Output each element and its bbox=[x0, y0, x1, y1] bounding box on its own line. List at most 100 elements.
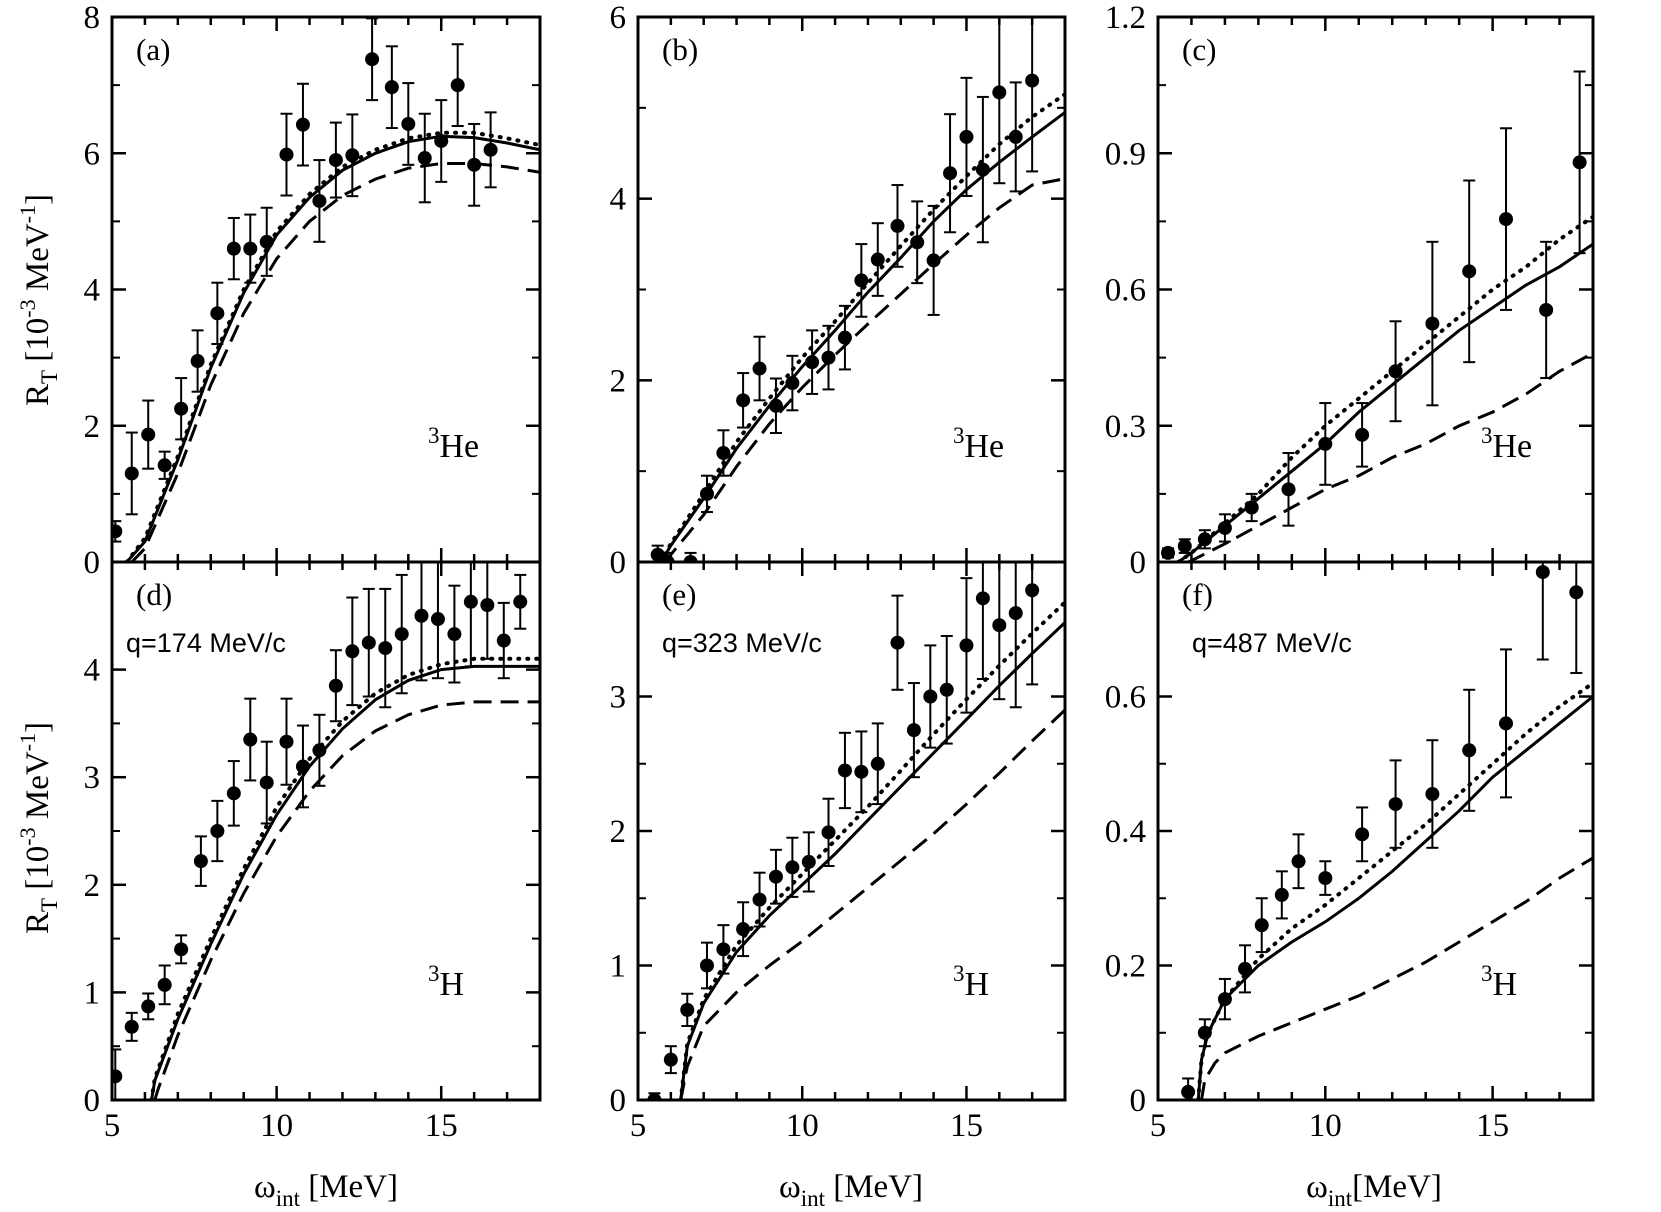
panel-b-data-point bbox=[1025, 73, 1040, 88]
panel-a-ytick-label: 2 bbox=[84, 409, 101, 445]
panel-e-data-point bbox=[890, 635, 905, 650]
panel-c-nucleus-symbol: He bbox=[1493, 428, 1533, 465]
panel-f-data-point bbox=[1535, 565, 1550, 580]
panel-a-data-point bbox=[259, 234, 274, 249]
panel-a-nucleus-symbol: He bbox=[440, 428, 480, 465]
ylabel-top-pre: [10 bbox=[20, 318, 56, 370]
panel-c-data-point bbox=[1539, 302, 1554, 317]
panel-e-data-point bbox=[975, 591, 990, 606]
panel-e-nucleus-label: 3H bbox=[953, 961, 989, 1003]
panel-e-data-point bbox=[663, 1052, 678, 1067]
panel-a-series-solid bbox=[125, 134, 540, 562]
panel-b-data-point bbox=[926, 253, 941, 268]
panel-b-data-point bbox=[890, 218, 905, 233]
panel-e-data-point bbox=[906, 723, 921, 738]
panel-b-ytick-label: 0 bbox=[610, 545, 627, 581]
panel-d-xtick-label: 10 bbox=[260, 1108, 293, 1144]
panel-d-ytick-label: 2 bbox=[84, 868, 101, 904]
panel-a-ytick-label: 6 bbox=[84, 136, 101, 172]
panel-b-data-point bbox=[910, 235, 925, 250]
panel-e-nucleus-symbol: H bbox=[965, 966, 990, 1003]
panel-d-ytick-label: 3 bbox=[84, 760, 101, 796]
panel-e-data-point bbox=[837, 763, 852, 778]
panel-f-data-point bbox=[1238, 961, 1252, 976]
panel-c-frame bbox=[1156, 15, 1595, 564]
panel-e-data-point bbox=[923, 689, 938, 704]
ylabel-bottom-exp: -3 bbox=[15, 827, 40, 845]
panel-e-q-label: q=323 MeV/c bbox=[662, 628, 822, 658]
panel-a-data-point bbox=[279, 147, 294, 162]
panel-a-series-dashed bbox=[130, 162, 540, 562]
panel-b-data-point bbox=[870, 252, 885, 267]
panel-a-data-point bbox=[141, 427, 156, 442]
panel-d-data-point bbox=[328, 678, 343, 693]
panel-d-data-point bbox=[124, 1019, 139, 1034]
panel-e-data-point bbox=[992, 618, 1007, 633]
xlabel-col3-sub: int bbox=[1328, 1186, 1353, 1211]
panel-f-nucleus-mass: 3 bbox=[1481, 961, 1493, 986]
panel-d-data-point bbox=[259, 775, 274, 790]
panel-b-series-solid bbox=[659, 111, 1065, 562]
xlabel-col3-unit: [MeV] bbox=[1352, 1169, 1442, 1205]
panel-a-data-point bbox=[226, 241, 241, 256]
panel-d-data-point bbox=[414, 608, 429, 623]
xlabel-col2: ωint [MeV] bbox=[779, 1169, 923, 1211]
panel-f-data-point bbox=[1569, 585, 1584, 600]
panel-c-nucleus-mass: 3 bbox=[1481, 423, 1493, 448]
panel-d-data-point bbox=[141, 999, 156, 1014]
panel-d-label: (d) bbox=[136, 577, 172, 612]
panel-a-data-point bbox=[157, 458, 172, 473]
panel-a-ytick-label: 4 bbox=[84, 273, 101, 309]
panel-a-ytick-label: 0 bbox=[84, 545, 101, 581]
panel-a-data-point bbox=[312, 193, 327, 208]
panel-d-data-point bbox=[243, 732, 258, 747]
panel-b-data-point bbox=[752, 361, 767, 376]
panel-d-data-point bbox=[112, 1069, 123, 1084]
panel-d-ytick-label: 4 bbox=[84, 653, 101, 689]
xlabel-col2-unit: [MeV] bbox=[825, 1169, 923, 1205]
panel-f-ytick-label: 0.4 bbox=[1105, 814, 1146, 850]
panel-a-data-point bbox=[365, 52, 380, 67]
panel-b-data-point bbox=[959, 129, 974, 144]
panel-f-series-dashed bbox=[1200, 856, 1593, 1100]
panel-e-data-point bbox=[699, 958, 714, 973]
panel-b-data-point bbox=[683, 555, 698, 562]
xlabel-col3: ωint[MeV] bbox=[1306, 1169, 1442, 1211]
panel-b-ytick-label: 2 bbox=[610, 363, 627, 399]
panel-c-ytick-label: 0.9 bbox=[1105, 136, 1146, 172]
panel-a-ytick-label: 8 bbox=[84, 0, 101, 36]
ylabel-bottom-pre: [10 bbox=[20, 846, 56, 898]
panel-e-series-solid bbox=[679, 621, 1065, 1100]
panel-c-ytick-label: 0 bbox=[1130, 545, 1147, 581]
xlabel-col2-sub: int bbox=[801, 1186, 826, 1211]
panel-b-nucleus-label: 3He bbox=[953, 423, 1004, 465]
panel-e-data-point bbox=[716, 942, 731, 957]
panel-b: 0 2 4 6 (b) 3He bbox=[610, 0, 1067, 581]
panel-e-data-point bbox=[752, 892, 767, 907]
panel-d-points bbox=[112, 562, 528, 1100]
panel-f-data-point bbox=[1254, 918, 1269, 933]
panel-f-data-point bbox=[1388, 797, 1403, 812]
panel-f-data-point bbox=[1291, 854, 1306, 869]
panel-a-data-point bbox=[450, 78, 465, 93]
panel-d-ytick-label: 0 bbox=[84, 1083, 101, 1119]
panel-c-data-point bbox=[1161, 545, 1176, 560]
panel-a: 0 2 4 6 8 (a) 3He bbox=[84, 0, 542, 581]
panel-e-data-point bbox=[1025, 583, 1040, 598]
panel-b-data-point bbox=[975, 162, 990, 177]
panel-c-nucleus-label: 3He bbox=[1481, 423, 1532, 465]
panel-b-data-point bbox=[768, 398, 783, 413]
panel-d-data-point bbox=[157, 977, 172, 992]
panel-b-data-point bbox=[660, 555, 675, 562]
panel-e-label: (e) bbox=[662, 577, 696, 612]
panel-e-data-point bbox=[870, 756, 885, 771]
panel-a-data-point bbox=[434, 133, 449, 148]
panel-d-series-dotted bbox=[149, 656, 540, 1100]
panel-e-data-point bbox=[959, 638, 974, 653]
panel-d-data-point bbox=[394, 627, 409, 642]
panel-d-curves bbox=[149, 656, 540, 1100]
panel-a-data-point bbox=[345, 148, 360, 163]
panel-c-ytick-label: 0.6 bbox=[1105, 273, 1146, 309]
